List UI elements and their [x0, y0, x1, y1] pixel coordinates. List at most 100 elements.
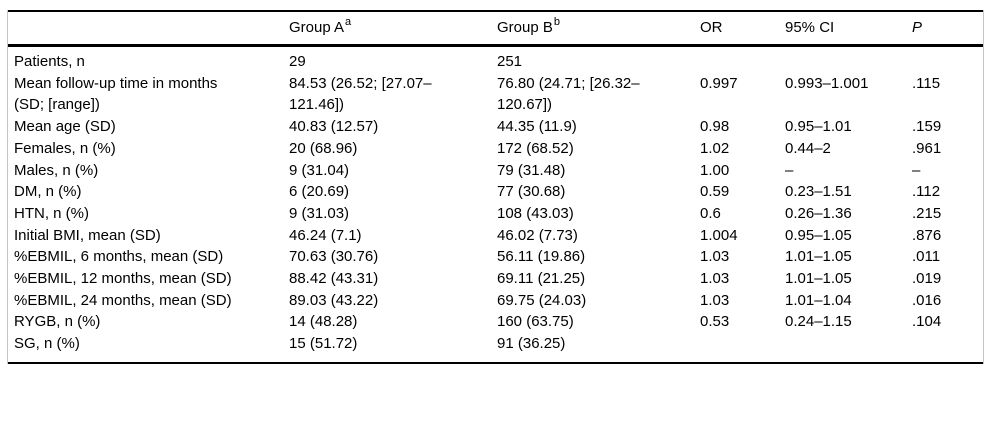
value-cell: 69.11 (21.25) — [497, 270, 586, 288]
value-cell: 29 — [289, 53, 306, 70]
value-cell: .961 — [912, 139, 942, 157]
value-cell: 44.35 (11.9) — [497, 118, 577, 136]
value-cell — [700, 333, 785, 363]
value-cell: 0.44–2 — [785, 139, 831, 157]
header-p-label: P — [912, 19, 923, 36]
value-cell: 0.6 — [700, 204, 721, 222]
table-row: Initial BMI, mean (SD) 46.24 (7.1) 46.02 (… — [8, 225, 983, 247]
value-cell: .019 — [912, 270, 942, 288]
row-label-cell: Males, n (%) — [14, 161, 99, 179]
value-cell: .016 — [912, 291, 942, 309]
value-cell: 0.98 — [700, 118, 730, 136]
header-group-a: Group Aa — [289, 11, 497, 46]
value-cell: – — [912, 161, 921, 179]
table-row: Patients, n 29 251 — [8, 46, 983, 73]
value-cell: 0.23–1.51 — [785, 183, 852, 201]
header-or: OR — [700, 11, 785, 46]
table-row: Mean follow-up time in months (SD; [rang… — [8, 73, 983, 116]
value-cell: .115 — [912, 74, 941, 92]
value-cell: .215 — [912, 204, 942, 222]
value-cell: 9 (31.04) — [289, 161, 350, 179]
value-cell — [912, 333, 983, 363]
row-label-cell: Mean age (SD) — [14, 118, 116, 136]
table-row: Mean age (SD) 40.83 (12.57) 44.35 (11.9) 0.… — [8, 116, 983, 138]
table-row: %EBMIL, 24 months, mean (SD) 89.03 (43.22… — [8, 290, 983, 312]
table-row: SG, n (%) 15 (51.72) 91 (36.25) — [8, 333, 983, 363]
value-cell: .159 — [912, 118, 942, 136]
value-cell: 40.83 (12.57) — [289, 118, 379, 136]
value-cell — [912, 46, 983, 73]
footnote-marker-a: a — [345, 16, 352, 28]
header-group-b: Group Bb — [497, 11, 700, 46]
row-label-cell: DM, n (%) — [14, 183, 82, 201]
table-row: RYGB, n (%) 14 (48.28) 160 (63.75) 0.53 0.24… — [8, 311, 983, 333]
value-cell: 1.01–1.05 — [785, 270, 852, 288]
header-empty-cell — [8, 11, 289, 46]
value-cell: 0.53 — [700, 313, 730, 331]
row-label-cell: %EBMIL, 6 months, mean (SD) — [14, 248, 224, 266]
value-cell: 251 — [497, 53, 523, 70]
value-cell: 84.53 (26.52; [27.07–121.46]) — [289, 74, 432, 114]
value-cell: 1.03 — [700, 248, 730, 266]
value-cell: 9 (31.03) — [289, 204, 350, 222]
value-cell: 1.01–1.04 — [785, 291, 852, 309]
value-cell: 88.42 (43.31) — [289, 270, 379, 288]
value-cell: 1.02 — [700, 139, 730, 157]
header-p: P — [912, 11, 983, 46]
value-cell: 15 (51.72) — [289, 335, 358, 353]
value-cell — [700, 46, 785, 73]
row-label-cell: RYGB, n (%) — [14, 313, 101, 331]
row-label-cell: SG, n (%) — [14, 335, 80, 353]
row-label-cell: %EBMIL, 24 months, mean (SD) — [14, 291, 232, 309]
value-cell: 0.59 — [700, 183, 730, 201]
value-cell: 0.997 — [700, 74, 738, 92]
value-cell: 89.03 (43.22) — [289, 291, 379, 309]
value-cell: 46.24 (7.1) — [289, 226, 362, 244]
table-row: DM, n (%) 6 (20.69) 77 (30.68) 0.59 0.23–1.5… — [8, 181, 983, 203]
value-cell: 1.03 — [700, 270, 730, 288]
value-cell: 14 (48.28) — [289, 313, 358, 331]
value-cell: 1.03 — [700, 291, 730, 309]
table-row: HTN, n (%) 9 (31.03) 108 (43.03) 0.6 0.26–1.… — [8, 203, 983, 225]
header-ci-label: 95% CI — [785, 19, 835, 36]
row-label-cell: %EBMIL, 12 months, mean (SD) — [14, 270, 232, 288]
value-cell: 172 (68.52) — [497, 139, 574, 157]
header-group-b-label: Group B — [497, 19, 553, 36]
row-label-cell: Females, n (%) — [14, 139, 116, 157]
value-cell: 70.63 (30.76) — [289, 248, 379, 266]
header-group-a-label: Group A — [289, 19, 345, 36]
value-cell: 91 (36.25) — [497, 335, 566, 353]
comparison-table: Group Aa Group Bb OR 95% CI P Patients, … — [8, 10, 983, 364]
value-cell: 108 (43.03) — [497, 204, 574, 222]
table-row: %EBMIL, 6 months, mean (SD) 70.63 (30.76)… — [8, 246, 983, 268]
value-cell: .112 — [912, 183, 941, 201]
value-cell: 0.993–1.001 — [785, 74, 869, 92]
value-cell: 0.26–1.36 — [785, 204, 852, 222]
value-cell: .876 — [912, 226, 942, 244]
value-cell: 160 (63.75) — [497, 313, 574, 331]
value-cell: 77 (30.68) — [497, 183, 566, 201]
value-cell: .011 — [912, 248, 941, 266]
value-cell: 1.01–1.05 — [785, 248, 852, 266]
value-cell: 56.11 (19.86) — [497, 248, 586, 266]
row-label-cell: HTN, n (%) — [14, 204, 89, 222]
value-cell: 6 (20.69) — [289, 183, 350, 201]
row-label-cell: Initial BMI, mean (SD) — [14, 226, 161, 244]
value-cell: 1.004 — [700, 226, 738, 244]
value-cell: 76.80 (24.71; [26.32–120.67]) — [497, 74, 640, 114]
comparison-table-container: Group Aa Group Bb OR 95% CI P Patients, … — [7, 10, 984, 364]
table-row: %EBMIL, 12 months, mean (SD) 88.42 (43.31… — [8, 268, 983, 290]
table-row: Females, n (%) 20 (68.96) 172 (68.52) 1.02 0… — [8, 138, 983, 160]
table-row: Males, n (%) 9 (31.04) 79 (31.48) 1.00 – – — [8, 160, 983, 182]
value-cell: 0.95–1.05 — [785, 226, 852, 244]
value-cell: 20 (68.96) — [289, 139, 358, 157]
footnote-marker-b: b — [553, 16, 560, 28]
value-cell: 69.75 (24.03) — [497, 291, 587, 309]
table-header: Group Aa Group Bb OR 95% CI P — [8, 11, 983, 46]
value-cell: – — [785, 161, 794, 179]
header-or-label: OR — [700, 19, 723, 36]
header-ci: 95% CI — [785, 11, 912, 46]
value-cell: 46.02 (7.73) — [497, 226, 578, 244]
value-cell: 1.00 — [700, 161, 730, 179]
value-cell — [785, 333, 912, 363]
